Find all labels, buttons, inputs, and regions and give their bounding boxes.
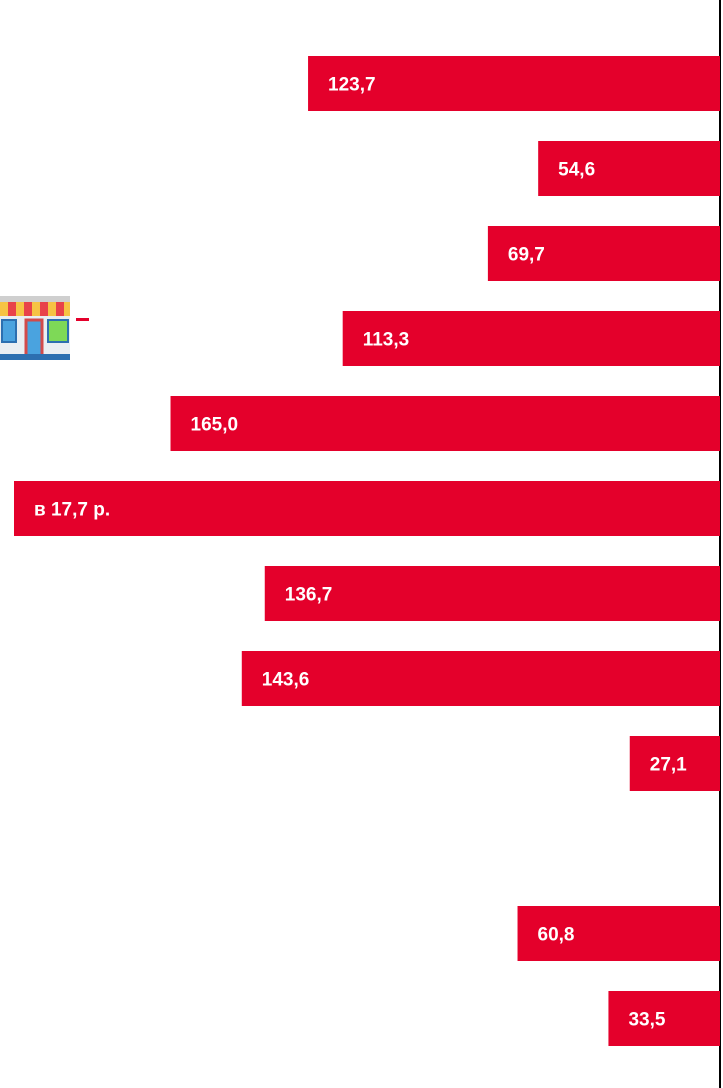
bar-label-8: 27,1: [650, 755, 687, 776]
bar-2: [487, 226, 720, 281]
bar-11: [608, 991, 720, 1046]
bar-6: [264, 566, 720, 621]
bar-label-4: 165,0: [191, 415, 239, 436]
bar-label-5: в 17,7 р.: [34, 500, 110, 521]
bar-10: [517, 906, 720, 961]
shop-storefront-icon: [0, 294, 72, 362]
bar-label-6: 136,7: [285, 585, 333, 606]
bar-7: [241, 651, 720, 706]
bar-label-2: 69,7: [508, 245, 545, 266]
bar-label-3: 113,3: [363, 330, 410, 351]
bar-4: [170, 396, 721, 451]
bar-label-1: 54,6: [558, 160, 595, 181]
bar-5: [14, 481, 720, 536]
bar-label-11: 33,5: [628, 1010, 665, 1031]
bar-label-7: 143,6: [262, 670, 310, 691]
dash-mark: [76, 318, 89, 321]
bar-3: [342, 311, 720, 366]
bar-8: [629, 736, 720, 791]
bar-0: [308, 56, 720, 111]
bar-1: [538, 141, 720, 196]
bar-label-0: 123,7: [328, 75, 376, 96]
bar-label-10: 60,8: [538, 925, 575, 946]
